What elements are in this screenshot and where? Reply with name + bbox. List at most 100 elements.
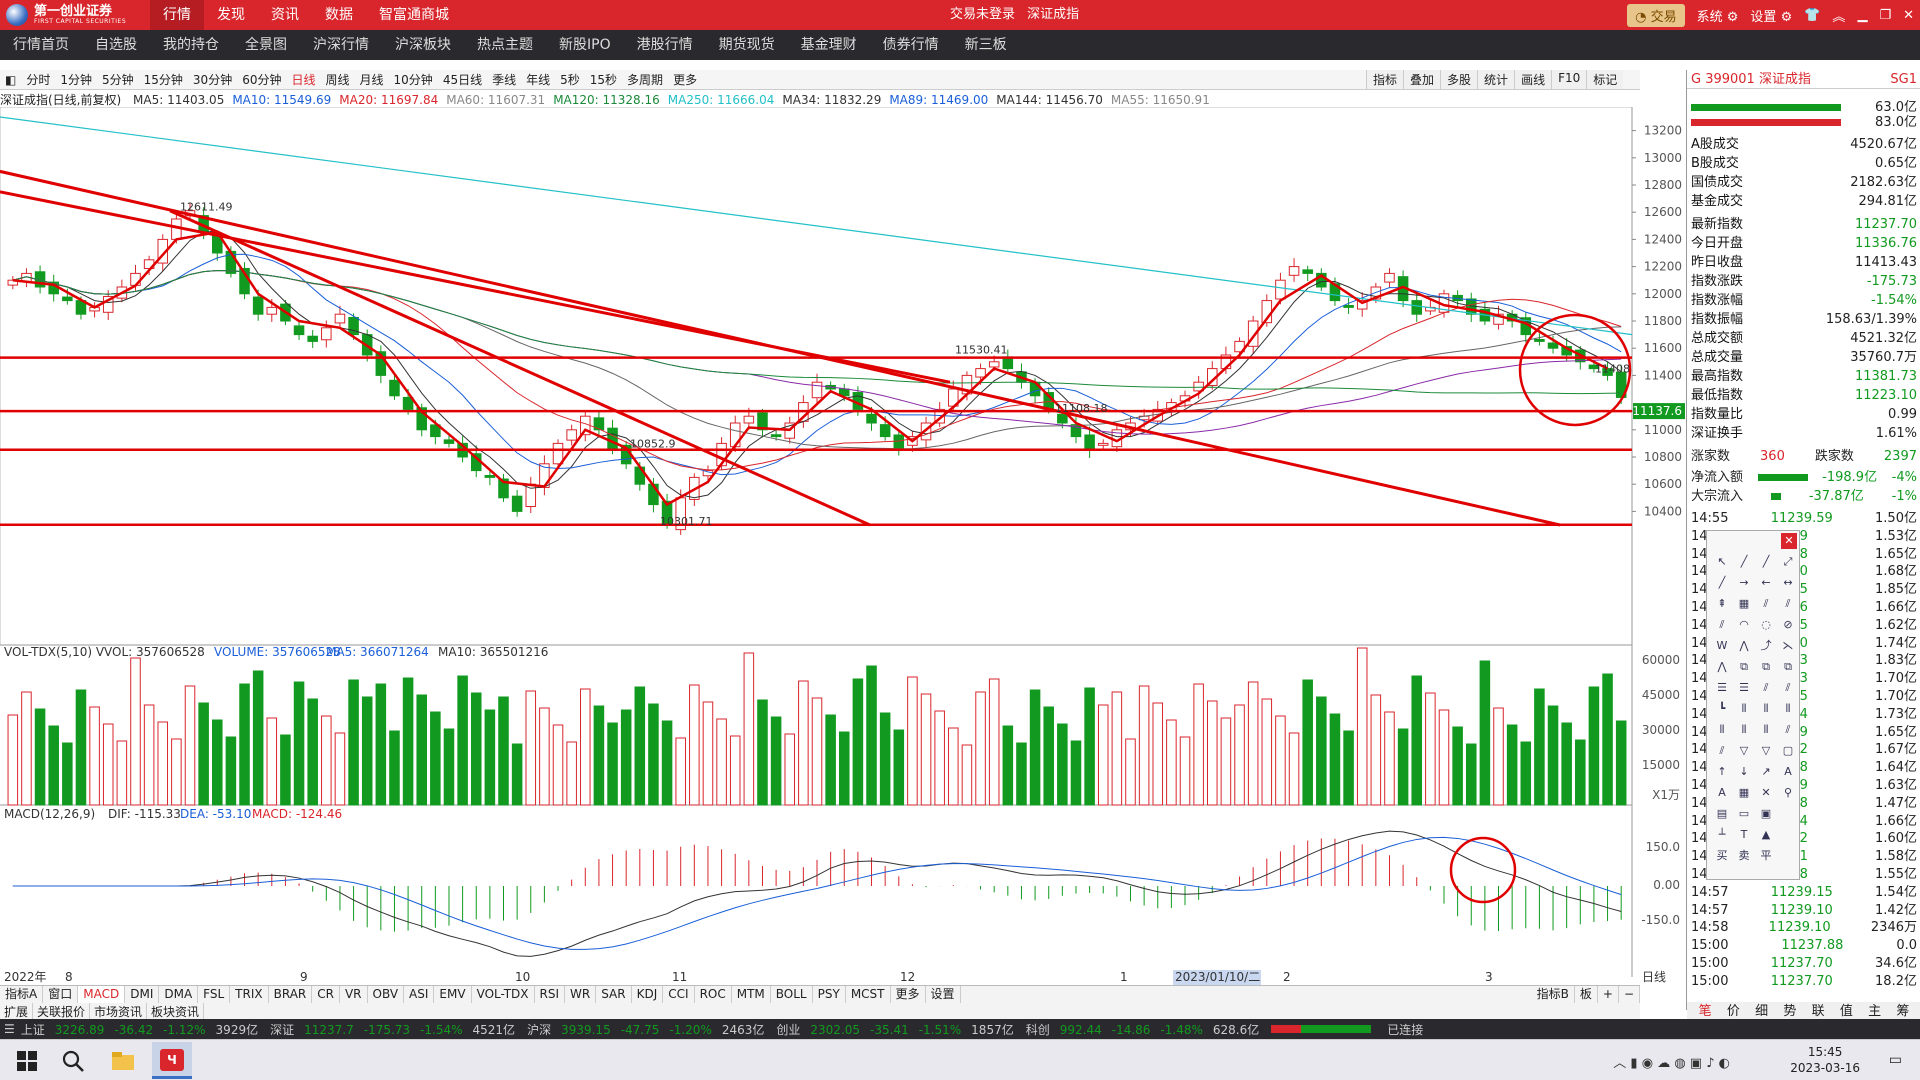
trade-button[interactable]: ◔ 交易 [1627,3,1685,27]
period-option[interactable]: 30分钟 [192,73,233,87]
indicator-tab[interactable]: KDJ [632,986,664,1003]
period-option[interactable]: 分时 [26,73,51,87]
windows-start-icon[interactable] [14,1048,40,1074]
index-quote[interactable]: 创业 2302.05 -35.41 -1.51% 1857亿 [776,1021,1019,1038]
market-nav-item[interactable]: 新股IPO [559,37,611,53]
drawing-tool-icon[interactable]: ⦀ [1741,702,1747,715]
chart-tool-button[interactable]: 统计 [1477,70,1515,89]
drawing-tool-icon[interactable]: ↑ [1717,765,1727,778]
indicator-tab[interactable]: DMA [159,986,199,1003]
indicator-tab[interactable]: 设置 [926,986,961,1003]
drawing-tool-icon[interactable]: ┴ [1718,828,1726,841]
period-option[interactable]: 5分钟 [102,73,134,87]
drawing-tool-icon[interactable]: ▽ [1739,744,1749,757]
drawing-tool-icon[interactable]: ▭ [1738,807,1750,820]
toggle-panel-icon[interactable]: ◧ [5,72,17,87]
indicator-tab[interactable]: VR [340,986,368,1003]
indicator-tab[interactable]: MACD [78,986,126,1003]
market-nav-item[interactable]: 我的持仓 [163,37,219,53]
drawing-tool-icon[interactable] [1779,826,1797,844]
index-quote[interactable]: 上证 3226.89 -36.42 -1.12% 3929亿 [21,1021,264,1038]
chart-tool-button[interactable]: 叠加 [1403,70,1441,89]
zoom-in-icon[interactable]: + [1598,986,1619,1003]
period-option[interactable]: 年线 [526,73,551,87]
indicator-tab[interactable]: PSY [813,986,846,1003]
broker-app-taskbar-button[interactable]: Ч [152,1042,192,1079]
market-nav-item[interactable]: 基金理财 [800,37,857,53]
index-quote[interactable]: 沪深 3939.15 -47.75 -1.20% 2463亿 [527,1021,770,1038]
period-option[interactable]: 更多 [673,73,698,87]
chart-tool-button[interactable]: 指标 [1366,70,1404,89]
period-option[interactable]: 60分钟 [242,73,282,87]
tray-icons[interactable]: ︿ ▮ ◉ ☁ ◍ ▣ ♪ ◐ [1613,1056,1730,1071]
indicator-tab[interactable]: WR [565,986,597,1003]
drawing-tool-icon[interactable]: ⚲ [1783,786,1793,799]
period-option[interactable]: 15分钟 [143,73,183,87]
indicator-tab[interactable]: CCI [663,986,695,1003]
market-nav-item[interactable]: 自选股 [95,37,137,53]
minimize-icon[interactable]: ▁ [1857,7,1868,23]
drawing-tool-icon[interactable]: ↔ [1783,576,1793,589]
drawing-tool-icon[interactable]: ⦀ [1719,723,1725,736]
main-menu-item[interactable]: 智富通商城 [379,7,449,23]
system-menu[interactable]: 系统 ⚙ [1696,9,1739,25]
main-menu-item[interactable]: 数据 [325,7,353,23]
drawing-tool-icon[interactable]: ◠ [1739,618,1749,631]
drawing-tool-icon[interactable]: ⫽ [1785,723,1791,736]
drawing-tool-icon[interactable]: ▲ [1761,828,1771,841]
close-icon[interactable]: ✕ [1903,7,1914,23]
chart-tool-button[interactable]: 画线 [1514,70,1552,89]
indicator-tab[interactable]: MCST [846,986,891,1003]
chart-tool-button[interactable]: F10 [1551,70,1587,89]
indicator-tab[interactable]: 窗口 [43,986,79,1003]
indicator-tab-right[interactable]: 板 [1575,986,1598,1003]
drawing-tool-icon[interactable]: ◌ [1761,618,1771,631]
kline-chart[interactable]: 13200 13000 12800 12600 12400 12200 12000 11800… [0,107,1686,992]
market-nav-item[interactable]: 沪深板块 [395,37,451,53]
drawing-tool-icon[interactable]: ⫽ [1785,597,1791,610]
panel-tab[interactable]: 势 [1783,1004,1797,1019]
drawing-tool-icon[interactable]: ⋀ [1739,639,1749,652]
indicator-tab[interactable]: BRAR [269,986,313,1003]
collapse-icon[interactable]: ︽ [1832,9,1846,25]
indicator-tab[interactable]: 更多 [891,986,926,1003]
period-option[interactable]: 季线 [492,73,517,87]
market-nav-item[interactable]: 港股行情 [636,37,693,53]
drawing-tool-icon[interactable]: ⫽ [1785,681,1791,694]
expand-tab[interactable]: 关联报价 [33,1003,91,1019]
file-explorer-icon[interactable] [110,1048,136,1074]
drawing-tool-icon[interactable]: ⦀ [1763,723,1769,736]
market-nav-item[interactable]: 全景图 [245,37,287,53]
panel-tab[interactable]: 价 [1726,1004,1740,1019]
market-nav-item[interactable]: 沪深行情 [313,37,369,53]
drawing-tool-icon[interactable]: 买 [1716,849,1728,862]
notification-icon[interactable]: ▭ [1888,1052,1902,1068]
drawing-tool-icon[interactable]: ⋋ [1782,639,1794,652]
panel-tab[interactable]: 笔 [1698,1004,1712,1019]
panel-tab[interactable]: 联 [1811,1004,1825,1019]
market-nav-item[interactable]: 债券行情 [882,37,939,53]
drawing-tool-icon[interactable]: ▽ [1761,744,1771,757]
indicator-tab[interactable]: ASI [404,986,435,1003]
period-option[interactable]: 5秒 [560,73,580,87]
period-option[interactable]: 月线 [359,73,384,87]
zoom-out-icon[interactable]: − [1619,986,1640,1003]
market-nav-item[interactable]: 热点主题 [477,37,533,53]
panel-tab[interactable]: 主 [1868,1004,1882,1019]
indicator-tab[interactable]: ROC [695,986,732,1003]
main-menu-item[interactable]: 发现 [217,7,245,23]
drawing-tool-icon[interactable]: ⇞ [1717,597,1727,610]
drawing-tool-icon[interactable]: ⊘ [1783,618,1793,631]
symbol-code[interactable]: G 399001 深证成指 [1691,72,1811,87]
drawing-tool-icon[interactable]: ← [1761,576,1771,589]
search-icon[interactable] [60,1048,86,1074]
drawing-tool-icon[interactable]: ↓ [1739,765,1749,778]
drawing-tool-icon[interactable]: ⦀ [1763,702,1769,715]
period-option[interactable]: 日线 [291,73,316,87]
period-option[interactable]: 10分钟 [393,73,433,87]
indicator-tab[interactable]: CR [312,986,340,1003]
drawing-tool-icon[interactable] [1779,805,1797,823]
indicator-tab[interactable]: RSI [535,986,566,1003]
drawing-tool-icon[interactable]: ⫽ [1763,681,1769,694]
indicator-tab[interactable]: TRIX [230,986,269,1003]
